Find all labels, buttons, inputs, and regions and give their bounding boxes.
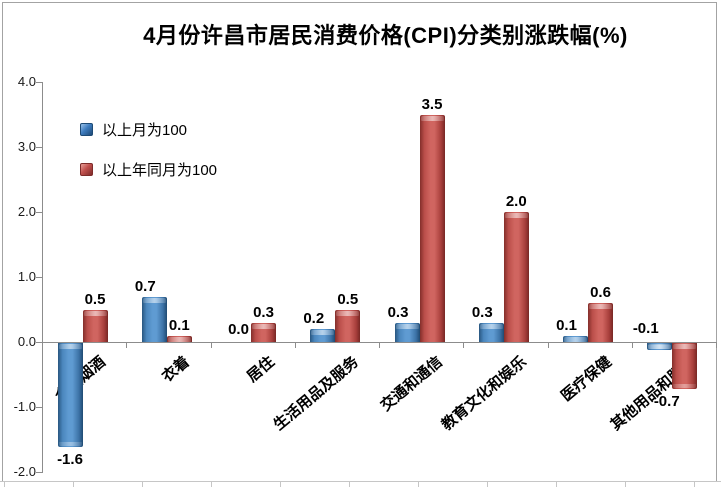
value-axis-tick-label: 2.0	[17, 204, 36, 219]
legend-swatch-red-icon	[80, 163, 93, 176]
bar-yoy-8[interactable]	[672, 343, 698, 389]
category-axis-tick	[295, 342, 296, 348]
bar-mom-4[interactable]	[310, 329, 336, 342]
category-axis-tick	[379, 342, 380, 348]
value-axis-tick	[36, 472, 42, 473]
category-axis-tick	[126, 342, 127, 348]
value-axis-tick-label: -2.0	[13, 464, 36, 479]
value-axis-tick-label: -1.0	[13, 399, 36, 414]
legend-swatch-blue-icon	[80, 123, 93, 136]
legend-label-yoy: 以上年同月为100	[102, 162, 218, 179]
bar-yoy-6[interactable]	[503, 212, 529, 342]
legend-item-yoy[interactable]: 以上年同月为100	[80, 159, 217, 180]
bar-yoy-7[interactable]	[588, 303, 613, 342]
value-axis-tick-label: 1.0	[17, 269, 36, 284]
bar-yoy-5[interactable]	[419, 114, 445, 342]
bar-mom-8[interactable]	[647, 343, 673, 350]
value-axis-tick-label: 3.0	[17, 139, 36, 154]
data-label-mom-4: 0.2	[303, 310, 325, 327]
bar-yoy-1[interactable]	[82, 309, 108, 342]
bar-mom-7[interactable]	[563, 335, 588, 342]
value-axis-line	[42, 82, 43, 473]
value-axis-tick-label: 0.0	[17, 334, 36, 349]
category-axis-tick	[548, 342, 549, 348]
data-label-mom-7: 0.1	[556, 316, 577, 334]
data-label-yoy-4: 0.5	[337, 290, 359, 308]
category-axis-tick	[42, 342, 43, 348]
data-label-yoy-2: 0.1	[168, 316, 190, 334]
data-label-yoy-7: 0.6	[590, 284, 611, 301]
data-label-mom-3: 0.0	[228, 321, 249, 338]
data-label-mom-6: 0.3	[471, 303, 493, 321]
data-label-yoy-1: 0.5	[84, 290, 106, 308]
chart-title: 4月份许昌市居民消费价格(CPI)分类别涨跌幅(%)	[143, 23, 628, 48]
value-axis-tick	[36, 82, 42, 83]
value-axis-tick	[36, 407, 42, 408]
worksheet-column-gridlines	[4, 482, 721, 487]
category-axis-tick	[463, 342, 464, 348]
category-axis-tick	[716, 342, 717, 348]
value-axis-tick	[36, 147, 42, 148]
bar-mom-6[interactable]	[478, 322, 504, 342]
bar-yoy-4[interactable]	[335, 309, 361, 342]
data-label-mom-1: -1.6	[57, 451, 83, 468]
data-label-yoy-5: 3.5	[421, 95, 443, 113]
chart-object-border	[2, 2, 717, 482]
value-axis-tick	[36, 342, 42, 343]
legend-item-mom[interactable]: 以上月为100	[80, 119, 187, 140]
data-label-yoy-6: 2.0	[505, 193, 527, 210]
category-axis-tick	[211, 342, 212, 348]
bar-yoy-3[interactable]	[251, 322, 276, 342]
data-label-mom-8: -0.1	[632, 320, 659, 337]
legend-label-mom: 以上月为100	[102, 122, 188, 139]
value-axis-tick	[36, 277, 42, 278]
category-axis-tick	[632, 342, 633, 348]
value-axis-tick	[36, 212, 42, 213]
worksheet-row-gridline	[0, 481, 721, 482]
data-label-yoy-8: -0.7	[653, 392, 680, 410]
value-axis-tick-label: 4.0	[17, 74, 36, 89]
bar-yoy-2[interactable]	[166, 335, 192, 342]
bar-mom-5[interactable]	[394, 322, 420, 342]
bar-mom-1[interactable]	[57, 343, 83, 447]
data-label-mom-2: 0.7	[134, 277, 156, 295]
data-label-yoy-3: 0.3	[253, 303, 274, 321]
bar-mom-2[interactable]	[141, 296, 167, 342]
data-label-mom-5: 0.3	[387, 303, 409, 321]
